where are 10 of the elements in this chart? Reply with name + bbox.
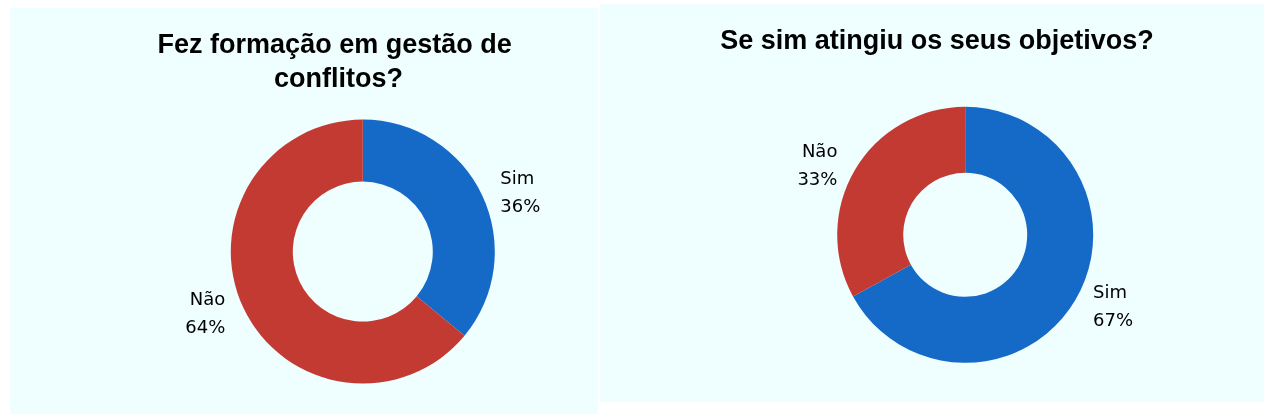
data-label: 64% xyxy=(185,315,226,337)
data-label: 36% xyxy=(500,194,541,216)
chart-title: Fez formação em gestão de conflitos? xyxy=(157,29,520,93)
data-label: 67% xyxy=(1092,308,1133,330)
chart-title: Se sim atingiu os seus objetivos? xyxy=(720,25,1154,55)
slice-label: Não xyxy=(189,287,226,309)
slice-label: Não xyxy=(801,140,838,162)
slice-label: Sim xyxy=(1092,280,1127,302)
data-label: 33% xyxy=(797,168,838,190)
slice-label: Sim xyxy=(500,166,535,188)
